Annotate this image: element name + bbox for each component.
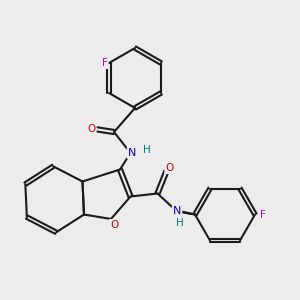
Text: O: O	[110, 220, 118, 230]
Text: O: O	[87, 124, 96, 134]
Text: F: F	[102, 58, 107, 68]
Text: H: H	[176, 218, 184, 229]
Text: H: H	[143, 145, 151, 155]
Text: N: N	[128, 148, 136, 158]
Text: N: N	[173, 206, 181, 217]
Text: F: F	[260, 209, 266, 220]
Text: O: O	[165, 163, 174, 173]
